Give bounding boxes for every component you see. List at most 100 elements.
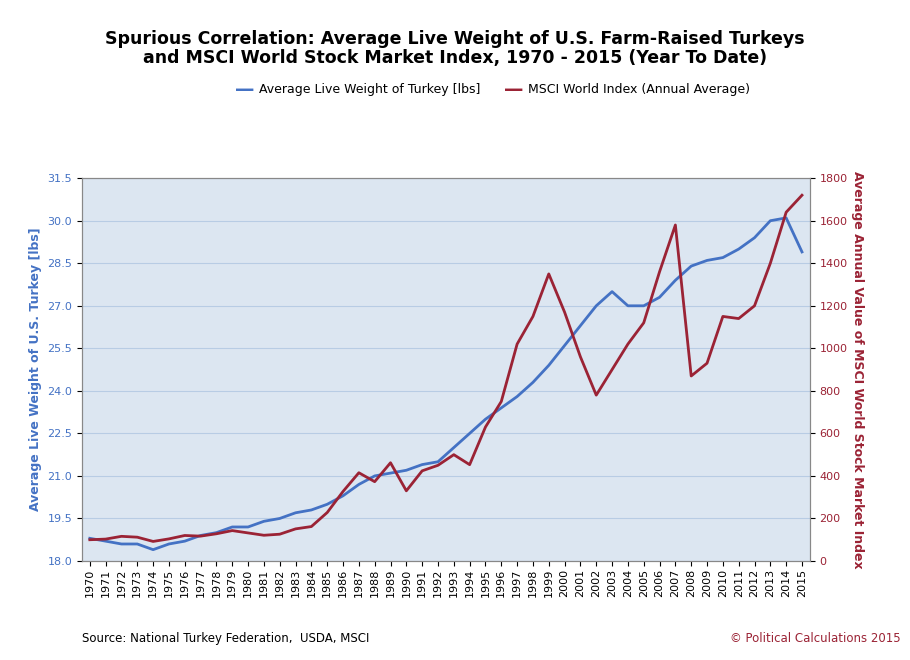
Text: Spurious Correlation: Average Live Weight of U.S. Farm-Raised Turkeys: Spurious Correlation: Average Live Weigh… [106, 30, 804, 48]
Line: MSCI World Index (Annual Average): MSCI World Index (Annual Average) [90, 195, 802, 541]
Average Live Weight of Turkey [lbs] [749, 234, 760, 242]
Average Live Weight of Turkey [lbs] [385, 469, 396, 477]
Average Live Weight of Turkey [lbs] [591, 302, 602, 310]
MSCI World Index (Annual Average) [591, 391, 602, 399]
MSCI World Index (Annual Average) [369, 478, 380, 486]
MSCI World Index (Annual Average) [132, 533, 143, 541]
MSCI World Index (Annual Average) [353, 469, 364, 477]
Average Live Weight of Turkey [lbs] [717, 253, 728, 261]
Y-axis label: Average Annual Value of MSCI World Stock Market Index: Average Annual Value of MSCI World Stock… [852, 171, 864, 568]
Average Live Weight of Turkey [lbs] [543, 362, 554, 370]
Average Live Weight of Turkey [lbs] [274, 515, 285, 523]
Average Live Weight of Turkey [lbs] [686, 262, 697, 270]
MSCI World Index (Annual Average) [528, 312, 539, 320]
Average Live Weight of Turkey [lbs] [638, 302, 649, 310]
MSCI World Index (Annual Average) [385, 459, 396, 467]
MSCI World Index (Annual Average) [432, 461, 443, 469]
Average Live Weight of Turkey [lbs] [622, 302, 633, 310]
Average Live Weight of Turkey [lbs] [211, 529, 222, 537]
Average Live Weight of Turkey [lbs] [464, 430, 475, 438]
Average Live Weight of Turkey [lbs] [480, 415, 490, 423]
MSCI World Index (Annual Average) [480, 423, 490, 431]
MSCI World Index (Annual Average) [575, 353, 586, 361]
Average Live Weight of Turkey [lbs] [338, 492, 349, 500]
Average Live Weight of Turkey [lbs] [511, 393, 522, 401]
MSCI World Index (Annual Average) [227, 527, 238, 535]
Average Live Weight of Turkey [lbs] [654, 293, 665, 301]
MSCI World Index (Annual Average) [464, 461, 475, 469]
Average Live Weight of Turkey [lbs] [243, 523, 254, 531]
Average Live Weight of Turkey [lbs] [85, 535, 96, 543]
MSCI World Index (Annual Average) [243, 529, 254, 537]
MSCI World Index (Annual Average) [511, 340, 522, 348]
MSCI World Index (Annual Average) [686, 372, 697, 380]
MSCI World Index (Annual Average) [607, 366, 618, 374]
Average Live Weight of Turkey [lbs] [733, 245, 744, 253]
Average Live Weight of Turkey [lbs] [132, 540, 143, 548]
MSCI World Index (Annual Average) [559, 308, 570, 316]
Average Live Weight of Turkey [lbs] [258, 517, 269, 525]
Average Live Weight of Turkey [lbs] [449, 444, 460, 451]
MSCI World Index (Annual Average) [401, 487, 412, 495]
MSCI World Index (Annual Average) [449, 451, 460, 459]
MSCI World Index (Annual Average) [765, 259, 776, 267]
Average Live Weight of Turkey [lbs] [179, 537, 190, 545]
Average Live Weight of Turkey [lbs] [781, 214, 792, 222]
Text: © Political Calculations 2015: © Political Calculations 2015 [730, 632, 901, 645]
MSCI World Index (Annual Average) [195, 532, 206, 540]
MSCI World Index (Annual Average) [543, 270, 554, 278]
Average Live Weight of Turkey [lbs] [100, 537, 111, 545]
Text: —: — [236, 80, 255, 98]
Text: Average Live Weight of Turkey [lbs]: Average Live Weight of Turkey [lbs] [259, 82, 480, 96]
Average Live Weight of Turkey [lbs] [369, 472, 380, 480]
Average Live Weight of Turkey [lbs] [702, 257, 713, 265]
Text: and MSCI World Stock Market Index, 1970 - 2015 (Year To Date): and MSCI World Stock Market Index, 1970 … [143, 50, 767, 67]
Average Live Weight of Turkey [lbs] [227, 523, 238, 531]
MSCI World Index (Annual Average) [749, 302, 760, 310]
MSCI World Index (Annual Average) [147, 537, 158, 545]
MSCI World Index (Annual Average) [638, 319, 649, 327]
MSCI World Index (Annual Average) [274, 530, 285, 538]
Average Live Weight of Turkey [lbs] [353, 480, 364, 488]
Average Live Weight of Turkey [lbs] [796, 248, 807, 256]
MSCI World Index (Annual Average) [717, 312, 728, 320]
Average Live Weight of Turkey [lbs] [306, 506, 317, 514]
Line: Average Live Weight of Turkey [lbs]: Average Live Weight of Turkey [lbs] [90, 218, 802, 550]
MSCI World Index (Annual Average) [211, 530, 222, 538]
MSCI World Index (Annual Average) [116, 533, 126, 541]
MSCI World Index (Annual Average) [322, 509, 333, 517]
Average Live Weight of Turkey [lbs] [417, 461, 428, 469]
MSCI World Index (Annual Average) [654, 268, 665, 276]
Text: Source: National Turkey Federation,  USDA, MSCI: Source: National Turkey Federation, USDA… [82, 632, 369, 645]
Average Live Weight of Turkey [lbs] [322, 500, 333, 508]
MSCI World Index (Annual Average) [733, 315, 744, 323]
MSCI World Index (Annual Average) [164, 535, 175, 543]
MSCI World Index (Annual Average) [781, 209, 792, 216]
MSCI World Index (Annual Average) [622, 340, 633, 348]
Average Live Weight of Turkey [lbs] [164, 540, 175, 548]
MSCI World Index (Annual Average) [702, 359, 713, 367]
MSCI World Index (Annual Average) [338, 488, 349, 496]
MSCI World Index (Annual Average) [258, 531, 269, 539]
Average Live Weight of Turkey [lbs] [528, 378, 539, 386]
Average Live Weight of Turkey [lbs] [290, 509, 301, 517]
MSCI World Index (Annual Average) [179, 531, 190, 539]
Average Live Weight of Turkey [lbs] [195, 531, 206, 539]
Average Live Weight of Turkey [lbs] [607, 288, 618, 296]
Average Live Weight of Turkey [lbs] [432, 458, 443, 466]
Text: —: — [504, 80, 523, 98]
Average Live Weight of Turkey [lbs] [147, 546, 158, 554]
MSCI World Index (Annual Average) [670, 221, 681, 229]
Average Live Weight of Turkey [lbs] [559, 341, 570, 349]
Average Live Weight of Turkey [lbs] [575, 321, 586, 329]
MSCI World Index (Annual Average) [496, 397, 507, 405]
Y-axis label: Average Live Weight of U.S. Turkey [lbs]: Average Live Weight of U.S. Turkey [lbs] [29, 228, 42, 512]
Average Live Weight of Turkey [lbs] [765, 216, 776, 224]
MSCI World Index (Annual Average) [85, 536, 96, 544]
Text: MSCI World Index (Annual Average): MSCI World Index (Annual Average) [528, 82, 750, 96]
MSCI World Index (Annual Average) [306, 523, 317, 531]
Average Live Weight of Turkey [lbs] [670, 277, 681, 284]
Average Live Weight of Turkey [lbs] [116, 540, 126, 548]
MSCI World Index (Annual Average) [290, 525, 301, 533]
MSCI World Index (Annual Average) [417, 467, 428, 475]
